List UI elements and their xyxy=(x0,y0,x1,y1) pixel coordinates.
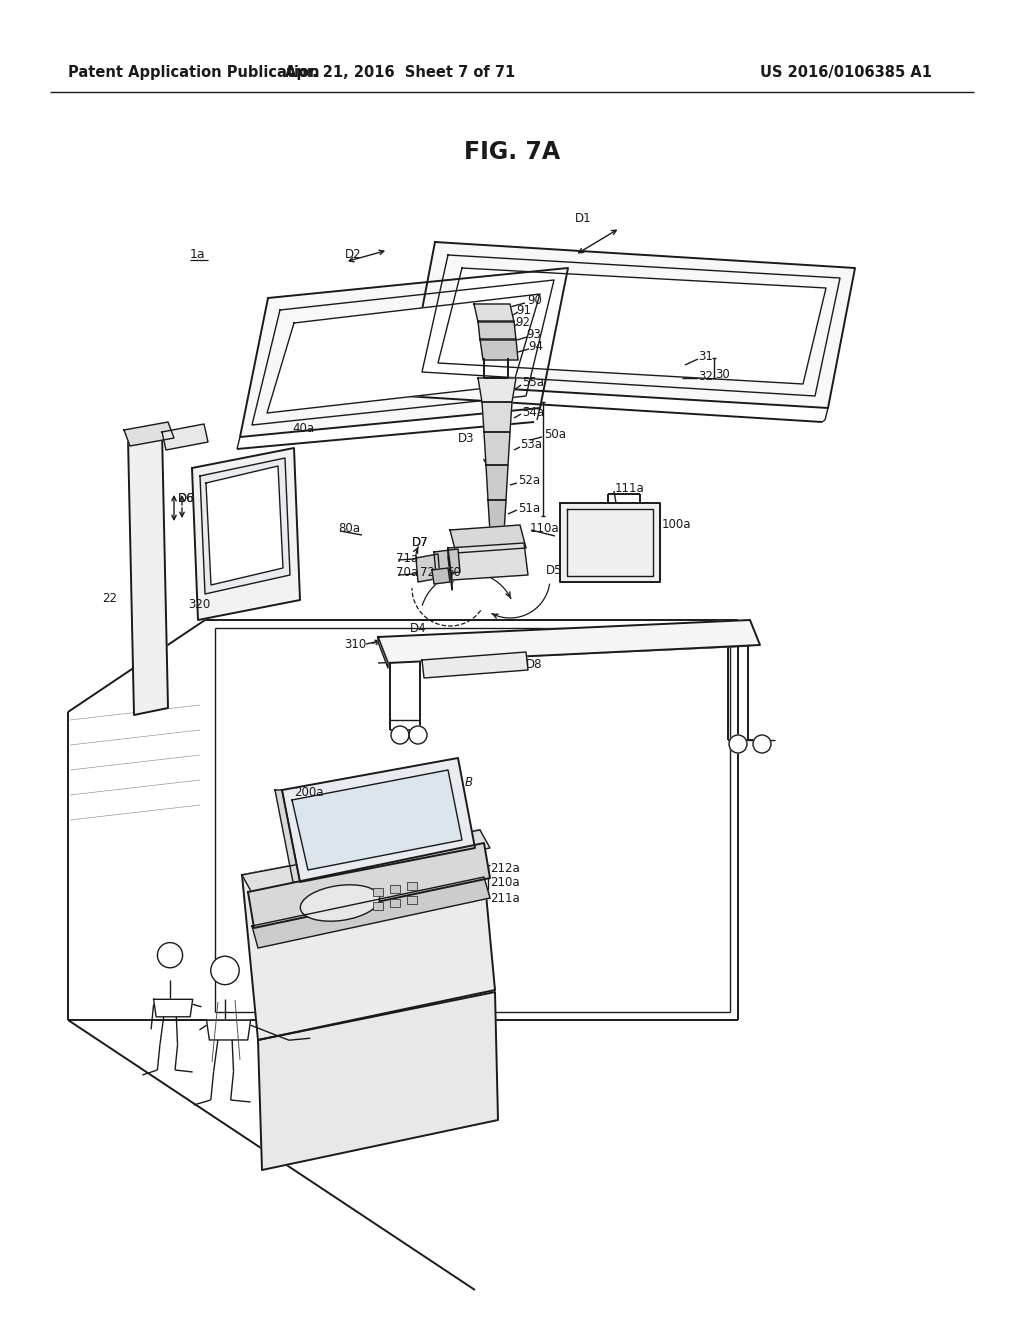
Polygon shape xyxy=(124,422,174,446)
Polygon shape xyxy=(432,568,450,583)
Text: 80a: 80a xyxy=(338,521,360,535)
Circle shape xyxy=(753,735,771,752)
Text: D6: D6 xyxy=(178,491,195,504)
Text: Apr. 21, 2016  Sheet 7 of 71: Apr. 21, 2016 Sheet 7 of 71 xyxy=(285,65,515,79)
Polygon shape xyxy=(488,500,506,532)
Polygon shape xyxy=(242,830,495,1040)
Polygon shape xyxy=(200,458,290,594)
Polygon shape xyxy=(292,770,462,870)
Bar xyxy=(373,888,383,896)
Text: D1: D1 xyxy=(575,211,592,224)
Polygon shape xyxy=(482,403,512,432)
Text: Patent Application Publication: Patent Application Publication xyxy=(68,65,319,79)
Circle shape xyxy=(211,956,240,985)
Text: 30: 30 xyxy=(715,368,730,381)
Text: D4: D4 xyxy=(410,622,427,635)
Text: 50a: 50a xyxy=(544,428,566,441)
Polygon shape xyxy=(486,465,508,500)
Polygon shape xyxy=(128,432,168,715)
Text: 70a: 70a xyxy=(396,565,418,578)
Polygon shape xyxy=(378,638,388,668)
Polygon shape xyxy=(438,268,826,384)
Polygon shape xyxy=(434,549,460,576)
Text: 60: 60 xyxy=(446,565,461,578)
Polygon shape xyxy=(378,620,760,663)
Polygon shape xyxy=(450,525,526,553)
Polygon shape xyxy=(480,339,518,360)
Text: D7: D7 xyxy=(412,536,429,549)
Polygon shape xyxy=(478,378,516,403)
Text: 100a: 100a xyxy=(662,519,691,532)
Circle shape xyxy=(158,942,182,968)
Polygon shape xyxy=(193,447,300,620)
Ellipse shape xyxy=(300,884,380,921)
Polygon shape xyxy=(207,1020,251,1040)
Text: 22: 22 xyxy=(102,591,117,605)
Circle shape xyxy=(729,735,746,752)
Text: 51a: 51a xyxy=(518,502,540,515)
Text: 210a: 210a xyxy=(490,876,519,890)
Text: D3: D3 xyxy=(458,432,474,445)
Bar xyxy=(407,896,417,904)
Text: 111a: 111a xyxy=(615,482,645,495)
Polygon shape xyxy=(252,876,490,948)
Polygon shape xyxy=(474,304,514,322)
Text: 212a: 212a xyxy=(490,862,520,874)
Text: 32: 32 xyxy=(698,370,713,383)
Polygon shape xyxy=(449,548,452,590)
Text: 53a: 53a xyxy=(520,437,542,450)
Polygon shape xyxy=(484,432,510,465)
Polygon shape xyxy=(408,242,855,408)
Text: 110a: 110a xyxy=(530,521,560,535)
Text: 92: 92 xyxy=(515,315,530,329)
Text: 94: 94 xyxy=(528,339,543,352)
Polygon shape xyxy=(248,843,490,928)
Circle shape xyxy=(409,726,427,744)
Text: 71a: 71a xyxy=(396,552,418,565)
Text: 200a: 200a xyxy=(294,785,324,799)
Bar xyxy=(373,902,383,909)
Polygon shape xyxy=(416,554,440,582)
Polygon shape xyxy=(275,789,300,882)
Polygon shape xyxy=(258,993,498,1170)
Text: D5: D5 xyxy=(546,564,562,577)
Text: 40a: 40a xyxy=(292,421,314,434)
Text: 55a: 55a xyxy=(522,375,544,388)
Text: D7: D7 xyxy=(412,536,429,549)
Text: 310: 310 xyxy=(344,638,367,651)
Text: 72a: 72a xyxy=(420,565,442,578)
Polygon shape xyxy=(240,268,568,437)
Text: 31: 31 xyxy=(698,350,713,363)
Bar xyxy=(390,899,400,907)
Text: 90: 90 xyxy=(527,293,542,306)
Text: FIG. 7A: FIG. 7A xyxy=(464,140,560,164)
Text: D6: D6 xyxy=(178,491,195,504)
Polygon shape xyxy=(449,543,528,579)
Text: 93: 93 xyxy=(526,327,541,341)
Text: D2: D2 xyxy=(345,248,361,261)
Text: D8: D8 xyxy=(526,659,543,672)
Polygon shape xyxy=(154,999,193,1016)
Text: 52a: 52a xyxy=(518,474,540,487)
Polygon shape xyxy=(162,424,208,450)
Polygon shape xyxy=(422,652,528,678)
Text: B: B xyxy=(465,776,473,788)
Polygon shape xyxy=(560,503,660,582)
Text: US 2016/0106385 A1: US 2016/0106385 A1 xyxy=(760,65,932,79)
Text: 320: 320 xyxy=(188,598,210,611)
Text: 1a: 1a xyxy=(190,248,206,261)
Bar xyxy=(407,882,417,890)
Text: 54a: 54a xyxy=(522,405,544,418)
Polygon shape xyxy=(267,294,540,413)
Circle shape xyxy=(391,726,409,744)
Polygon shape xyxy=(282,758,475,882)
Polygon shape xyxy=(478,321,516,341)
Text: 211a: 211a xyxy=(490,891,520,904)
Bar xyxy=(390,884,400,894)
Polygon shape xyxy=(242,830,490,894)
Text: 91: 91 xyxy=(516,304,531,317)
Polygon shape xyxy=(206,466,283,585)
